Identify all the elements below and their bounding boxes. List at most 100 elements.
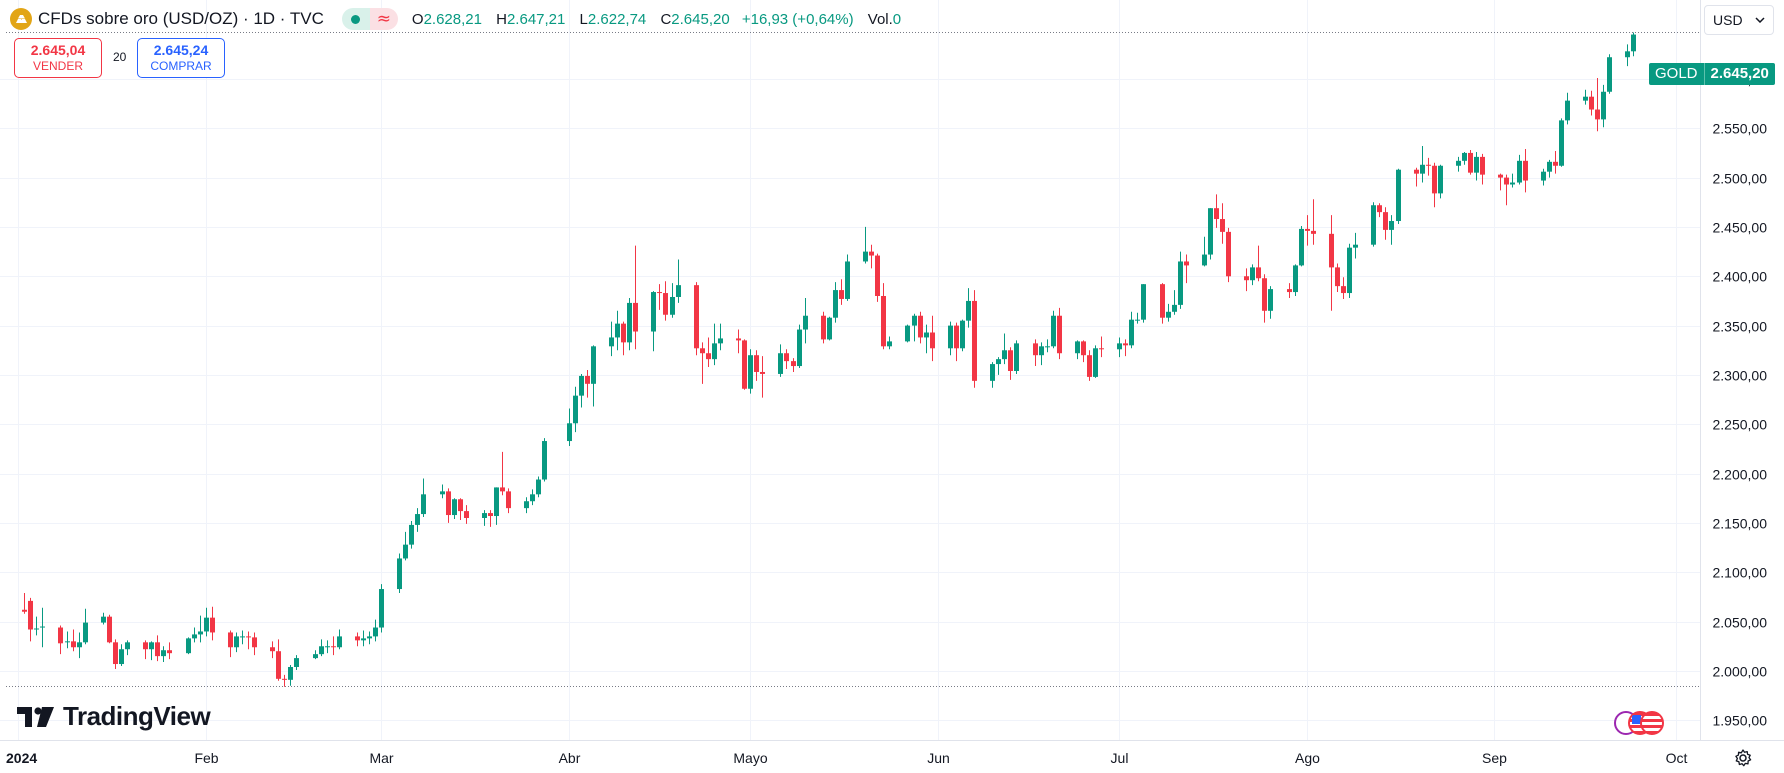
- candle-body: [670, 296, 675, 315]
- candle-body: [1625, 51, 1630, 58]
- candle: [803, 297, 808, 344]
- candle-body: [579, 375, 584, 396]
- candle: [1383, 207, 1388, 240]
- market-status-pill[interactable]: ≈: [341, 8, 398, 30]
- candle: [1099, 336, 1104, 358]
- candle-body: [1305, 228, 1310, 231]
- candle: [1299, 225, 1304, 267]
- last-price-value: 2.645,20: [1704, 63, 1775, 85]
- candle: [155, 635, 160, 662]
- tradingview-logo[interactable]: TradingView: [17, 701, 211, 732]
- candle: [446, 488, 451, 523]
- candle: [101, 612, 106, 625]
- candle-body: [1002, 350, 1007, 360]
- candle-body: [712, 343, 717, 360]
- currency-select[interactable]: USD: [1704, 5, 1774, 35]
- price-tick-label: 2.050,00: [1713, 615, 1768, 631]
- candle-body: [240, 636, 245, 638]
- events-flags-icon[interactable]: [1614, 711, 1666, 737]
- candle: [833, 282, 838, 323]
- candle: [591, 345, 596, 407]
- candle-body: [1299, 228, 1304, 266]
- candle-body: [1523, 160, 1528, 181]
- candle-body: [1117, 343, 1122, 350]
- candle: [1498, 173, 1503, 191]
- candle-body: [954, 325, 959, 349]
- candle: [1075, 340, 1080, 360]
- time-tick-label: Feb: [194, 750, 218, 766]
- candle: [1335, 263, 1340, 293]
- candle: [337, 629, 342, 650]
- time-tick-label: Jun: [927, 750, 950, 766]
- candle: [1311, 199, 1316, 245]
- candle-body: [1293, 265, 1298, 293]
- candle: [1396, 168, 1401, 224]
- time-axis[interactable]: 2024 Feb Mar Abr Mayo Jun Jul Ago Sep Oct: [6, 750, 1687, 766]
- candle: [1601, 84, 1606, 128]
- candle: [1172, 290, 1177, 315]
- gear-icon[interactable]: [1733, 748, 1753, 768]
- price-tick-label: 2.100,00: [1713, 565, 1768, 581]
- candle: [615, 310, 620, 351]
- candle: [22, 592, 27, 614]
- sell-button[interactable]: 2.645,04 VENDER: [14, 38, 102, 78]
- candle: [1184, 254, 1189, 284]
- candle-body: [1353, 244, 1358, 248]
- candle: [421, 478, 426, 518]
- candle-body: [700, 348, 705, 354]
- candle: [1553, 150, 1558, 174]
- candle: [65, 631, 70, 649]
- candle-body: [446, 491, 451, 516]
- candle: [567, 408, 572, 446]
- candle: [536, 476, 541, 498]
- candle-body: [1039, 346, 1044, 356]
- candle: [1589, 90, 1594, 116]
- candle-body: [77, 642, 82, 648]
- candle: [1087, 350, 1092, 381]
- candle: [712, 323, 717, 366]
- candle: [736, 329, 741, 354]
- candle-body: [482, 513, 487, 518]
- candle: [1002, 333, 1007, 365]
- candle: [1226, 227, 1231, 283]
- candle-body: [627, 302, 632, 343]
- candle-body: [1287, 289, 1292, 293]
- candle: [700, 342, 705, 384]
- price-tick-label: 2.350,00: [1713, 319, 1768, 335]
- candle: [379, 584, 384, 633]
- candle: [579, 373, 584, 408]
- candle-body: [1589, 96, 1594, 110]
- candle: [1468, 149, 1473, 175]
- price-tick-label: 2.200,00: [1713, 467, 1768, 483]
- candle-body: [1087, 355, 1092, 377]
- ohlc-values: O2.628,21 H2.647,21 L2.622,74 C2.645,20 …: [412, 11, 901, 28]
- high-key: H: [496, 10, 507, 28]
- candle-body: [845, 261, 850, 299]
- candle: [960, 319, 965, 352]
- candle: [319, 639, 324, 657]
- candle-body: [1172, 304, 1177, 312]
- candle-body: [754, 355, 759, 372]
- candle: [1093, 345, 1098, 378]
- symbol-title[interactable]: CFDs sobre oro (USD/OZ) · 1D · TVC: [38, 9, 324, 28]
- price-axis[interactable]: 1.950,00 2.000,00 2.050,00 2.100,00 2.150,00…: [1713, 72, 1768, 729]
- time-tick-label: Ago: [1295, 750, 1320, 766]
- candle-body: [797, 329, 802, 367]
- candle: [1414, 167, 1419, 187]
- candle-body: [319, 646, 324, 655]
- candle: [415, 508, 420, 532]
- candle: [167, 642, 172, 660]
- candle: [331, 636, 336, 656]
- buy-button[interactable]: 2.645,24 COMPRAR: [137, 38, 225, 78]
- candle-body: [530, 494, 535, 502]
- candle: [276, 639, 281, 681]
- candle: [1462, 151, 1467, 165]
- candle-body: [1547, 161, 1552, 172]
- candle-body: [1051, 315, 1056, 347]
- candle: [1014, 340, 1019, 374]
- candle: [1214, 194, 1219, 228]
- candle: [1250, 264, 1255, 286]
- currency-value: USD: [1713, 12, 1743, 28]
- candle: [875, 253, 880, 302]
